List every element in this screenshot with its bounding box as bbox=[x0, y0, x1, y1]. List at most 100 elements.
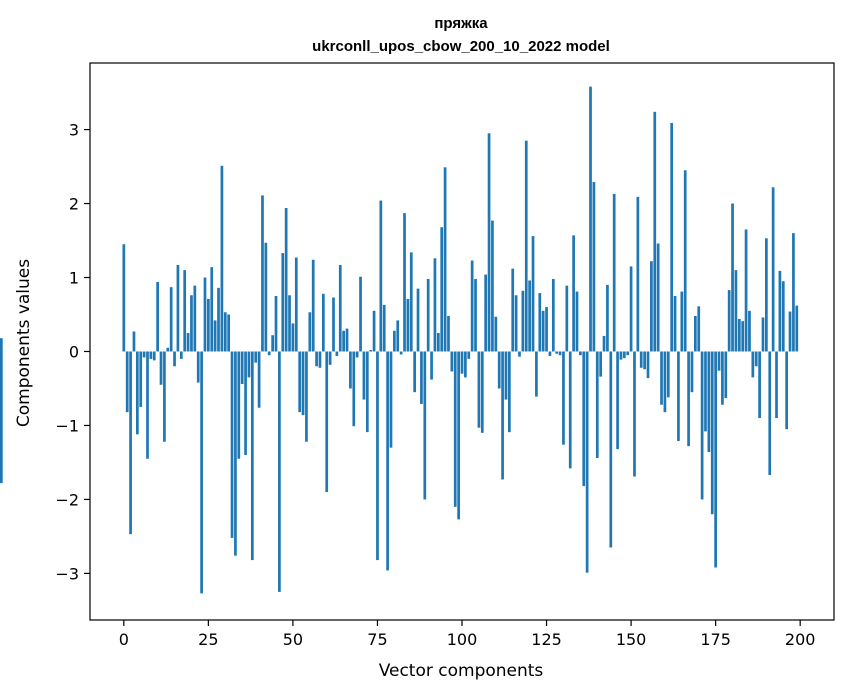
y-tick-label: −1 bbox=[55, 416, 79, 435]
bar-component-103 bbox=[470, 260, 474, 352]
bar-component-67 bbox=[349, 351, 352, 389]
y-tick-label: 3 bbox=[69, 121, 79, 140]
y-axis-label: Components values bbox=[14, 259, 34, 427]
bar-component-28 bbox=[217, 287, 220, 352]
bar-component-61 bbox=[328, 351, 332, 365]
bar-component-114 bbox=[507, 351, 511, 433]
bar-component-18 bbox=[183, 270, 187, 352]
bar-component-134 bbox=[575, 291, 579, 352]
bar-component-58 bbox=[318, 351, 322, 368]
bar-component-168 bbox=[690, 351, 694, 393]
bar-component-26 bbox=[210, 267, 214, 352]
bar-component-0 bbox=[122, 244, 126, 352]
bar-component-92 bbox=[433, 258, 437, 352]
bar-component-66 bbox=[345, 328, 349, 352]
bar-component-186 bbox=[751, 351, 755, 378]
bar-component-139 bbox=[592, 182, 596, 352]
bar-component-13 bbox=[166, 347, 170, 352]
bar-component-156 bbox=[650, 261, 653, 352]
bar-component-136 bbox=[582, 351, 586, 487]
y-tick-label: 1 bbox=[69, 269, 79, 288]
bar-component-15 bbox=[173, 351, 176, 367]
bar-component-151 bbox=[633, 351, 636, 477]
bar-component-27 bbox=[213, 320, 217, 352]
x-tick-label: 125 bbox=[531, 630, 562, 649]
bar-component-45 bbox=[274, 296, 278, 352]
bar-component-17 bbox=[179, 351, 183, 359]
bar-component-65 bbox=[342, 330, 345, 352]
chart-title: пряжка bbox=[434, 15, 488, 32]
bar-component-97 bbox=[450, 351, 454, 372]
bar-component-73 bbox=[369, 350, 373, 352]
bar-component-132 bbox=[568, 351, 572, 469]
bar-component-176 bbox=[717, 351, 721, 371]
bar-component-51 bbox=[294, 257, 298, 352]
bar-component-38 bbox=[250, 351, 254, 561]
bar-component-2 bbox=[129, 351, 132, 535]
bar-component-62 bbox=[332, 297, 335, 352]
bar-component-111 bbox=[497, 351, 501, 389]
bar-component-167 bbox=[687, 351, 690, 447]
bar-component-182 bbox=[737, 318, 741, 352]
bar-component-29 bbox=[220, 165, 224, 352]
bar-component-99 bbox=[457, 351, 460, 520]
bar-component-80 bbox=[393, 330, 396, 352]
bar-component-81 bbox=[396, 320, 400, 352]
x-tick-label: 25 bbox=[198, 630, 218, 649]
bar-component-75 bbox=[376, 351, 379, 561]
x-tick-label: 75 bbox=[367, 630, 387, 649]
bar-component-131 bbox=[565, 285, 569, 352]
bar-component-93 bbox=[436, 332, 440, 352]
bar-component-41 bbox=[261, 195, 264, 352]
x-tick-label: 100 bbox=[447, 630, 478, 649]
bar-component-165 bbox=[680, 291, 684, 352]
bar-component-undefined bbox=[0, 351, 3, 484]
y-tick-label: −3 bbox=[55, 564, 79, 583]
bar-component-191 bbox=[768, 351, 772, 476]
bar-component-110 bbox=[494, 316, 498, 352]
bar-component-188 bbox=[758, 351, 761, 419]
bar-component-63 bbox=[335, 351, 339, 356]
bar-component-16 bbox=[176, 264, 180, 352]
bar-component-178 bbox=[724, 351, 728, 399]
bar-component-49 bbox=[288, 295, 291, 352]
x-tick-label: 200 bbox=[785, 630, 816, 649]
bar-component-141 bbox=[599, 351, 603, 377]
bar-component-82 bbox=[399, 351, 403, 355]
bar-component-59 bbox=[321, 293, 325, 352]
bar-component-102 bbox=[467, 351, 471, 359]
bar-component-32 bbox=[230, 351, 234, 538]
bar-component-20 bbox=[190, 295, 193, 352]
bar-component-35 bbox=[240, 351, 244, 385]
bar-component-147 bbox=[619, 351, 623, 360]
bar-component-53 bbox=[301, 351, 305, 416]
bar-component-171 bbox=[700, 351, 704, 500]
chart-subtitle: ukrconll_upos_cbow_200_10_2022 model bbox=[312, 38, 610, 55]
x-tick-label: 0 bbox=[119, 630, 129, 649]
bar-component-89 bbox=[423, 351, 427, 500]
bar-component-133 bbox=[572, 235, 575, 352]
bar-component-44 bbox=[271, 335, 274, 352]
bar-component-108 bbox=[487, 133, 491, 352]
bar-component-11 bbox=[159, 351, 163, 385]
bar-component-149 bbox=[626, 351, 630, 356]
bar-component-194 bbox=[778, 270, 782, 352]
bar-component-197 bbox=[788, 311, 792, 352]
bar-component-170 bbox=[697, 306, 701, 352]
bar-component-8 bbox=[149, 351, 153, 359]
bar-component-143 bbox=[606, 284, 609, 352]
bar-component-119 bbox=[524, 140, 528, 352]
bars-group bbox=[0, 86, 799, 594]
bar-component-9 bbox=[152, 351, 156, 361]
bar-component-198 bbox=[792, 233, 795, 352]
bar-component-86 bbox=[413, 351, 417, 393]
y-tick-label: −2 bbox=[55, 490, 79, 509]
bar-component-161 bbox=[666, 351, 670, 398]
bar-component-40 bbox=[257, 351, 261, 408]
bar-component-195 bbox=[781, 281, 785, 352]
bar-component-173 bbox=[707, 351, 711, 453]
bar-component-70 bbox=[359, 276, 362, 352]
bar-component-90 bbox=[426, 278, 430, 352]
bar-component-183 bbox=[741, 321, 745, 352]
bar-component-64 bbox=[338, 264, 342, 352]
